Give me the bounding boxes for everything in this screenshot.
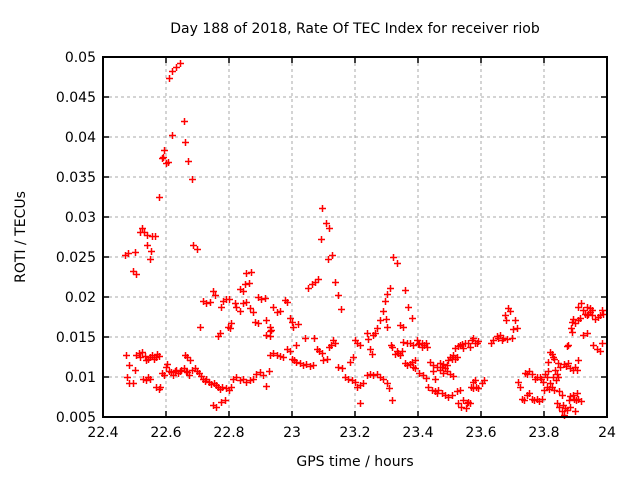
x-tick-label: 22.6 xyxy=(150,425,181,441)
y-axis-label: ROTI / TECUs xyxy=(13,191,29,283)
x-tick-label: 23.8 xyxy=(528,425,559,441)
y-tick-label: 0.025 xyxy=(56,250,96,266)
y-tick-label: 0.035 xyxy=(56,170,96,186)
y-tick-label: 0.015 xyxy=(56,330,96,346)
x-tick-label: 23.4 xyxy=(402,425,433,441)
y-tick-label: 0.01 xyxy=(65,370,96,386)
y-tick-label: 0.05 xyxy=(65,50,96,66)
x-tick-label: 24 xyxy=(598,425,616,441)
x-tick-label: 22.8 xyxy=(213,425,244,441)
y-tick-label: 0.04 xyxy=(65,130,96,146)
x-tick-label: 22.4 xyxy=(87,425,118,441)
data-point-layer xyxy=(122,60,607,419)
axis-layer: 22.4 22.6 22.8 23 23.2 23.4 23.6 23.8 24 0.005 0.0… xyxy=(56,50,616,441)
y-tick-label: 0.03 xyxy=(65,210,96,226)
x-axis-label: GPS time / hours xyxy=(296,454,413,470)
y-tick-label: 0.045 xyxy=(56,90,96,106)
data-point-markers xyxy=(122,60,607,419)
grid-layer xyxy=(103,57,607,417)
y-tick-label: 0.005 xyxy=(56,410,96,426)
x-tick-label: 23.2 xyxy=(339,425,370,441)
chart-title: Day 188 of 2018, Rate Of TEC Index for r… xyxy=(170,21,540,37)
x-tick-label: 23.6 xyxy=(465,425,496,441)
y-tick-label: 0.02 xyxy=(65,290,96,306)
x-tick-label: 23 xyxy=(283,425,301,441)
